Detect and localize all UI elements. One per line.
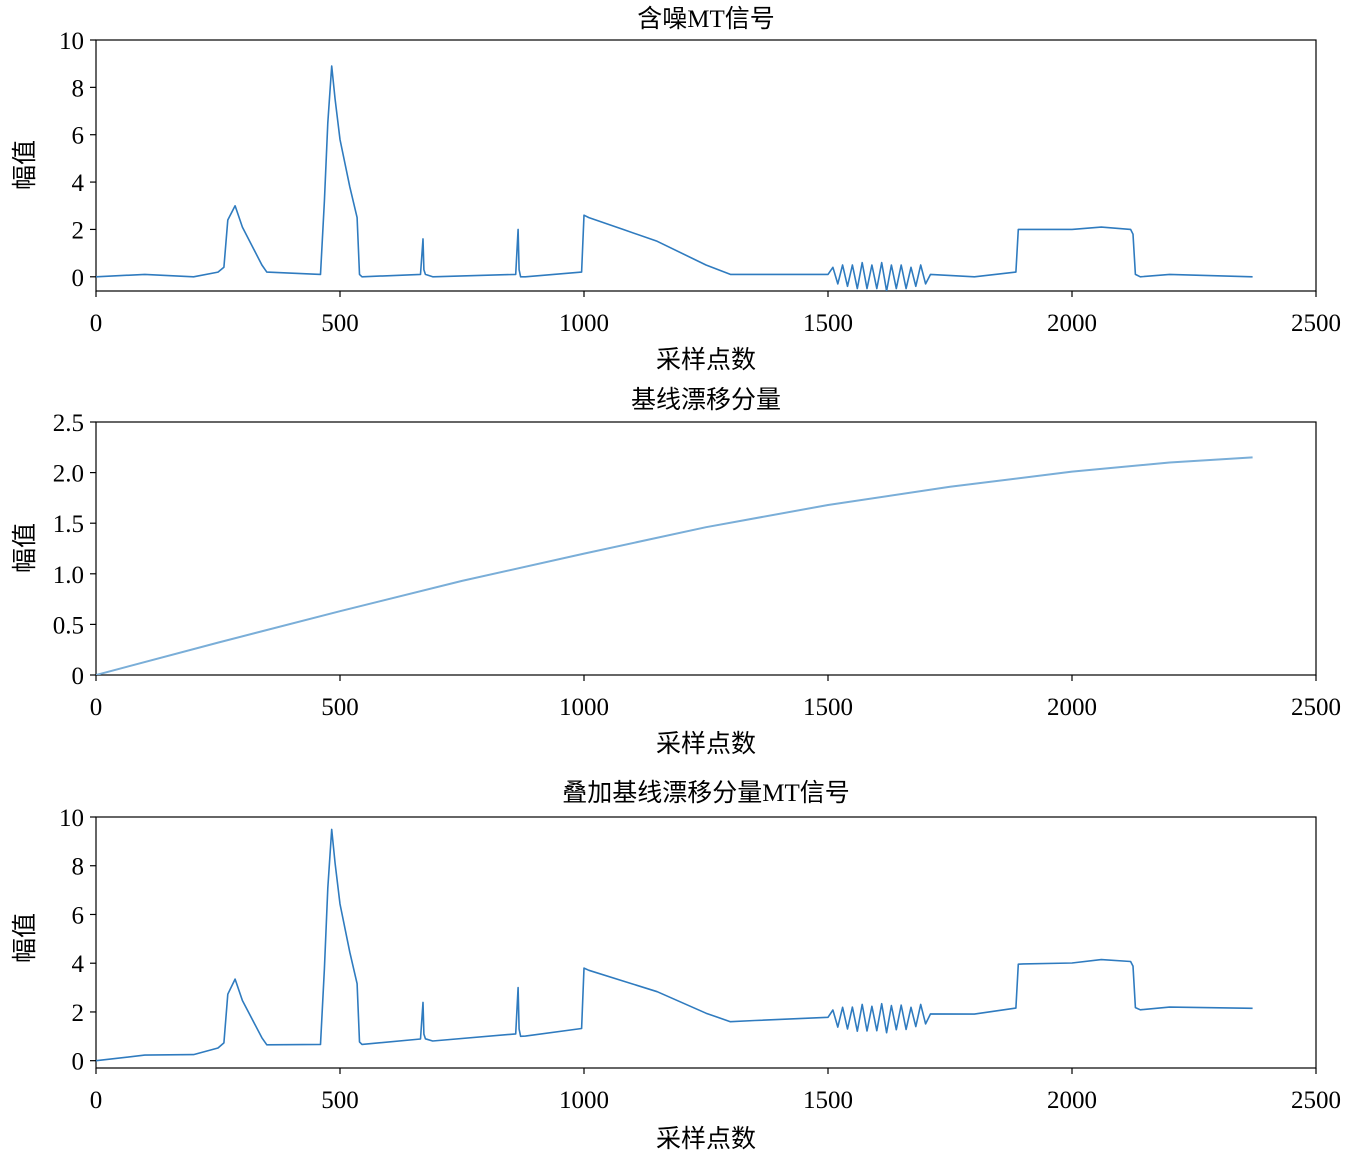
y-tick-label: 1.5 <box>53 511 84 538</box>
y-tick-label: 8 <box>72 75 85 102</box>
y-axis-label: 幅值 <box>11 523 39 573</box>
x-tick-label: 500 <box>321 310 359 337</box>
x-tick-label: 500 <box>321 1087 359 1114</box>
x-tick-label: 1500 <box>803 310 853 337</box>
y-tick-label: 0.5 <box>53 612 84 639</box>
y-ticks: 0 2 4 6 8 10 <box>59 805 96 1076</box>
x-tick-label: 0 <box>90 310 103 337</box>
x-axis-label: 采样点数 <box>656 1125 756 1153</box>
x-tick-label: 1000 <box>559 310 609 337</box>
chart-title: 叠加基线漂移分量MT信号 <box>562 779 850 807</box>
series-line <box>96 65 1253 291</box>
x-tick-label: 1000 <box>559 694 609 721</box>
x-tick-label: 1000 <box>559 1087 609 1114</box>
y-axis-label: 幅值 <box>11 140 39 190</box>
y-tick-label: 6 <box>72 123 85 150</box>
subplot-mt-signal-with-drift: 叠加基线漂移分量MT信号 采样点数 幅值 0 500 1000 1500 2000 250… <box>11 779 1341 1153</box>
x-tick-label: 2000 <box>1047 1087 1097 1114</box>
x-ticks: 0 500 1000 1500 2000 2500 <box>90 675 1341 721</box>
y-tick-label: 4 <box>72 951 85 978</box>
y-tick-label: 1.0 <box>53 562 84 589</box>
x-tick-label: 1500 <box>803 694 853 721</box>
y-tick-label: 2 <box>72 1000 85 1027</box>
y-tick-label: 10 <box>59 28 84 55</box>
plot-area <box>95 816 1317 1069</box>
y-tick-label: 4 <box>72 170 85 197</box>
y-ticks: 0 2 4 6 8 10 <box>59 28 96 292</box>
plot-area <box>95 39 1317 292</box>
y-tick-label: 2.0 <box>53 461 84 488</box>
subplot-noisy-mt-signal: 含噪MT信号 采样点数 幅值 0 500 1000 1500 2000 2500 0 2 4 6… <box>11 5 1341 374</box>
y-axis-label: 幅值 <box>11 913 39 963</box>
series-line <box>96 456 1253 675</box>
series-lines <box>96 828 1253 1062</box>
x-tick-label: 2000 <box>1047 310 1097 337</box>
x-tick-label: 0 <box>90 1087 103 1114</box>
x-tick-label: 2500 <box>1291 694 1341 721</box>
subplot-baseline-drift: 基线漂移分量 采样点数 幅值 0 500 1000 1500 2000 2500 0 0.5… <box>11 386 1341 758</box>
x-tick-label: 1500 <box>803 1087 853 1114</box>
y-tick-label: 10 <box>59 805 84 832</box>
y-tick-label: 6 <box>72 902 85 929</box>
x-axis-label: 采样点数 <box>656 730 756 758</box>
y-tick-label: 2 <box>72 217 85 244</box>
y-tick-label: 2.5 <box>53 410 84 437</box>
y-tick-label: 0 <box>72 265 85 292</box>
x-tick-label: 500 <box>321 694 359 721</box>
x-ticks: 0 500 1000 1500 2000 2500 <box>90 1068 1341 1114</box>
y-tick-label: 8 <box>72 854 85 881</box>
x-tick-label: 2500 <box>1291 1087 1341 1114</box>
x-ticks: 0 500 1000 1500 2000 2500 <box>90 291 1341 337</box>
x-tick-label: 2000 <box>1047 694 1097 721</box>
x-axis-label: 采样点数 <box>656 346 756 374</box>
series-line <box>96 828 1253 1062</box>
chart-title: 基线漂移分量 <box>631 386 781 414</box>
x-tick-label: 0 <box>90 694 103 721</box>
series-lines <box>96 65 1253 291</box>
y-tick-label: 0 <box>72 663 85 690</box>
plot-area <box>95 421 1317 676</box>
chart-title: 含噪MT信号 <box>637 5 775 33</box>
y-ticks: 0 0.5 1.0 1.5 2.0 2.5 <box>53 410 96 690</box>
x-tick-label: 2500 <box>1291 310 1341 337</box>
y-tick-label: 0 <box>72 1049 85 1076</box>
series-lines <box>96 456 1253 675</box>
